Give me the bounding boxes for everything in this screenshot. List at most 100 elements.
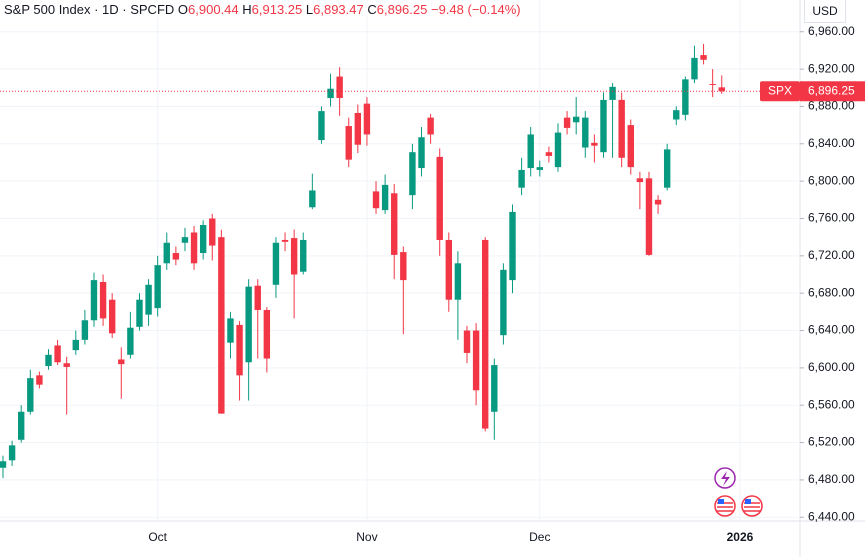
candle-body (336, 76, 343, 99)
candle-body (8, 445, 16, 461)
candle-body (636, 178, 644, 183)
y-tick-label: 6,520.00 (808, 435, 855, 449)
symbol-tag-label: SPX (768, 83, 792, 97)
candle-body (418, 137, 425, 169)
y-tick-label: 6,880.00 (808, 99, 855, 113)
candle-body (136, 299, 143, 327)
candle-body (218, 237, 225, 414)
candle-body (209, 218, 216, 246)
candle-body (491, 365, 498, 412)
candle-body (572, 116, 580, 123)
candle-body (372, 191, 380, 209)
candle-body (518, 169, 525, 188)
candle-body (436, 156, 443, 240)
ohlc-values: O6,900.44 H6,913.25 L6,893.47 C6,896.25 (178, 2, 431, 17)
candle-body (254, 285, 261, 310)
candle-body (609, 86, 616, 100)
y-tick-label: 6,560.00 (808, 397, 855, 411)
currency-button[interactable]: USD (804, 0, 846, 23)
candle-body (463, 330, 471, 353)
candle-body (591, 142, 598, 146)
candle-body (17, 411, 25, 440)
candle-body (127, 327, 134, 355)
candle-body (445, 239, 453, 300)
symbol[interactable]: S&P 500 Index · 1D · SPCFD (4, 2, 175, 17)
candle-body (691, 57, 698, 80)
candle-body (54, 345, 61, 363)
candle-body (427, 117, 434, 135)
x-tick-label: Dec (529, 530, 550, 544)
candle-body (509, 211, 516, 281)
candle-body (718, 87, 725, 92)
candle-body (272, 242, 280, 285)
x-tick-label: 2026 (727, 530, 754, 544)
candle-body (281, 239, 289, 242)
candle-body (627, 125, 634, 168)
field-value: 6,896.25 (376, 2, 428, 17)
y-tick-label: 6,920.00 (808, 61, 855, 75)
field-value: 6,913.25 (251, 2, 303, 17)
candle-body (45, 354, 52, 367)
y-tick-label: 6,840.00 (808, 136, 855, 150)
candle-body (72, 339, 79, 351)
field-value: 6,900.44 (188, 2, 239, 17)
candle-body (318, 111, 325, 141)
candle-body (554, 132, 562, 168)
candle-body (600, 99, 607, 153)
candle-body (527, 134, 534, 169)
y-tick-label: 6,440.00 (808, 509, 855, 523)
candle-body (154, 265, 161, 309)
candle-body (545, 152, 553, 156)
price-tag-label: 6,896.25 (808, 83, 855, 97)
candle-body (181, 237, 189, 243)
candle-body (263, 309, 271, 359)
candle-body (227, 318, 234, 343)
y-tick-label: 6,480.00 (808, 472, 855, 486)
icon-glyph (718, 499, 724, 504)
candle-body (700, 55, 707, 60)
candle-body (663, 149, 671, 188)
candle-body (682, 79, 689, 115)
candle-body (199, 225, 207, 254)
candle-body (36, 375, 43, 385)
candle-body (0, 461, 7, 468)
candle-body (300, 239, 307, 272)
candle-body (673, 110, 680, 120)
price-tag (800, 81, 865, 102)
candle-body (63, 363, 70, 367)
symbol-legend: S&P 500 Index · 1D · SPCFD O6,900.44 H6,… (4, 2, 521, 17)
candle-body (381, 184, 389, 211)
candle-body (236, 324, 243, 376)
symbol-tag (760, 81, 800, 102)
candle-body (172, 253, 180, 260)
candle-body (345, 126, 352, 160)
y-tick-label: 6,720.00 (808, 248, 855, 262)
candle-body (290, 238, 298, 275)
candle-body (327, 88, 334, 99)
field-label: L (305, 2, 314, 17)
candle-body (482, 239, 489, 429)
y-tick-label: 6,960.00 (808, 24, 855, 38)
candle-body (363, 103, 371, 135)
candle-body (245, 286, 252, 363)
x-tick-label: Nov (356, 530, 377, 544)
candle-body (563, 117, 571, 128)
candle-body (190, 232, 198, 264)
x-tick-label: Oct (148, 530, 167, 544)
y-tick-label: 6,680.00 (808, 285, 855, 299)
field-label: C (367, 2, 377, 17)
field-label: O (177, 2, 189, 17)
y-tick-label: 6,640.00 (808, 323, 855, 337)
candle-body (400, 252, 407, 281)
candle-body (118, 359, 125, 365)
candle-body (99, 281, 107, 319)
candle-body (81, 320, 89, 340)
candle-body (108, 299, 116, 334)
candle-body (354, 112, 362, 145)
change: −9.48 (−0.14%) (430, 2, 521, 17)
candle-body (454, 263, 462, 300)
candle-body (391, 193, 398, 255)
field-label: H (242, 2, 252, 17)
